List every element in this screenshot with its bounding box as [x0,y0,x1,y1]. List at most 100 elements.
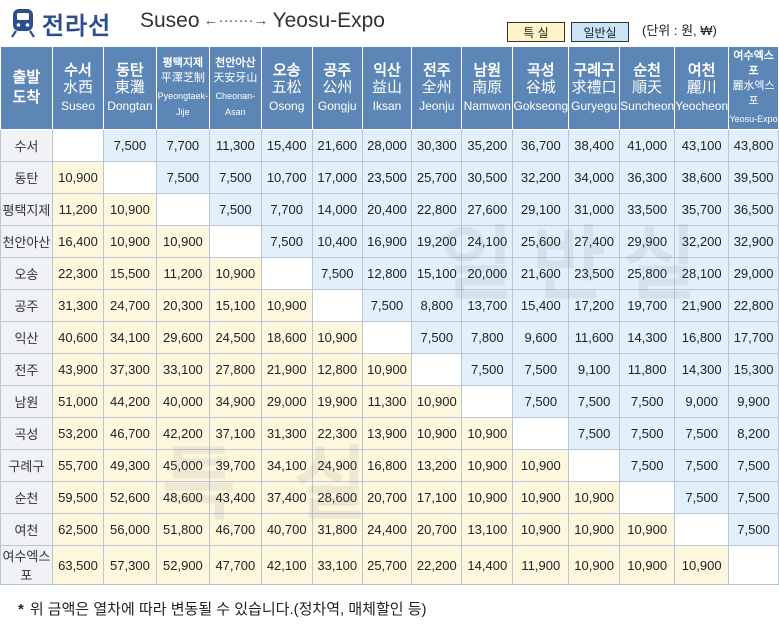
fare-cell-normal: 7,500 [512,353,570,386]
fare-cell-normal: 7,500 [260,225,313,258]
fare-cell-normal: 16,800 [674,321,730,354]
corner-departure: 출발 [12,69,41,86]
column-header: 전주 全州 Jeonju [411,46,463,130]
fare-cell-special: 43,400 [209,481,262,514]
column-header: 수서 水西 Suseo [51,46,105,130]
fare-cell-normal: 29,100 [512,193,570,226]
fare-cell-special: 27,800 [209,353,262,386]
fare-cell-normal: 9,900 [728,385,779,418]
header-row: 출발 도착 수서 水西 Suseo 동탄 東灘 Dongtan 평택지제 平澤芝制 Pyeong… [0,46,779,130]
column-header-korean: 구례구 [573,62,615,79]
fare-cell-normal: 7,500 [209,161,262,194]
fare-table-body: 수서 7,500 7,700 11,300 15,400 21,600 28,000 30,3… [0,129,779,585]
fare-cell-special: 10,900 [568,513,621,546]
fare-cell-special: 48,600 [155,481,211,514]
fare-cell-normal: 36,500 [728,193,779,226]
column-header: 곡성 谷城 Gokseong [512,46,570,130]
fare-cell-special: 34,100 [103,321,157,354]
fare-cell-special: 33,100 [155,353,211,386]
fare-cell-special: 22,200 [411,545,463,585]
fare-cell-special: 29,000 [260,385,313,418]
column-header: 익산 益山 Iksan [361,46,413,130]
column-header-hanja: 平澤芝制 [160,72,205,84]
fare-cell-special: 37,300 [103,353,157,386]
fare-cell-special: 42,200 [155,417,211,450]
fare-cell-special: 10,900 [411,417,463,450]
fare-cell-normal: 19,700 [619,289,676,322]
fare-cell-normal: 35,700 [674,193,730,226]
fare-cell-special: 12,800 [311,353,363,386]
empty-cell [512,417,570,450]
route-arrow: ←·······→ [203,12,269,29]
fare-cell-normal: 7,700 [155,129,211,162]
fare-cell-normal: 39,500 [728,161,779,194]
fare-cell-normal: 7,500 [512,385,570,418]
footnote: * 위 금액은 열차에 따라 변동될 수 있습니다.(정차역, 매체할인 등) [18,598,427,619]
unit-label: (단위 : 원, ₩) [642,23,717,38]
column-header-korean: 수서 [64,62,92,79]
column-header-hanja: 天安牙山 [213,72,258,84]
fare-cell-special: 15,500 [103,257,157,290]
column-header: 천안아산 天安牙山 Cheonan-Asan [209,46,262,130]
column-header: 여천 麗川 Yeocheon [674,46,730,130]
fare-cell-special: 24,900 [311,449,363,482]
route-from: Suseo [140,9,200,32]
fare-cell-normal: 7,500 [674,449,730,482]
fare-cell-special: 45,000 [155,449,211,482]
fare-cell-special: 40,700 [260,513,313,546]
fare-cell-special: 22,300 [51,257,105,290]
fare-cell-special: 20,300 [155,289,211,322]
fare-cell-special: 43,900 [51,353,105,386]
fare-cell-normal: 7,800 [461,321,514,354]
train-icon [11,9,35,38]
column-header-hanja: 谷城 [525,79,556,96]
fare-cell-normal: 14,300 [619,321,676,354]
fare-cell-normal: 10,400 [311,225,363,258]
table-row: 수서 7,500 7,700 11,300 15,400 21,600 28,000 30,3… [0,129,779,162]
column-header-english: Guryegu [571,99,618,113]
fare-table-header: 출발 도착 수서 水西 Suseo 동탄 東灘 Dongtan 평택지제 平澤芝制 Pyeong… [0,46,779,130]
column-header-korean: 공주 [323,62,352,79]
fare-cell-special: 63,500 [51,545,105,585]
fare-cell-special: 34,100 [260,449,313,482]
fare-cell-special: 20,700 [411,513,463,546]
fare-cell-special: 10,900 [512,513,570,546]
fare-cell-normal: 20,000 [461,257,514,290]
fare-cell-special: 55,700 [51,449,105,482]
empty-cell [155,193,211,226]
fare-cell-special: 51,800 [155,513,211,546]
fare-cell-special: 24,700 [103,289,157,322]
empty-cell [51,129,105,162]
fare-cell-special: 21,900 [260,353,313,386]
fare-cell-special: 24,400 [361,513,413,546]
fare-cell-normal: 15,100 [411,257,463,290]
column-header-korean: 익산 [373,62,401,79]
fare-cell-normal: 7,500 [728,513,779,546]
fare-cell-normal: 7,500 [674,417,730,450]
column-header-hanja: 麗川 [686,79,717,96]
fare-cell-special: 47,700 [209,545,262,585]
fare-cell-special: 10,900 [568,545,621,585]
fare-cell-special: 10,900 [674,545,730,585]
row-station-label: 동탄 [0,161,53,194]
fare-cell-special: 46,700 [103,417,157,450]
fare-cell-special: 28,600 [311,481,363,514]
fare-cell-special: 11,200 [51,193,105,226]
fare-cell-special: 37,400 [260,481,313,514]
fare-cell-normal: 12,800 [361,257,413,290]
column-header-english: Pyeongtaek-Jije [157,91,209,117]
legend-normal-class: 일반실 [571,22,629,42]
row-station-label: 순천 [0,481,53,514]
column-header-hanja: 求禮口 [571,79,617,96]
table-row: 남원 51,000 44,200 40,000 34,900 29,000 19,900 11… [0,385,779,418]
fare-cell-special: 10,900 [411,385,463,418]
fare-cell-special: 40,600 [51,321,105,354]
fare-cell-normal: 7,500 [103,129,157,162]
fare-cell-special: 11,200 [155,257,211,290]
empty-cell [728,545,779,585]
fare-cell-normal: 24,100 [461,225,514,258]
fare-cell-normal: 7,500 [728,481,779,514]
column-header-english: Yeosu-Expo [729,114,778,124]
column-header-english: Jeonju [419,99,455,113]
column-header-english: Gongju [317,99,357,113]
